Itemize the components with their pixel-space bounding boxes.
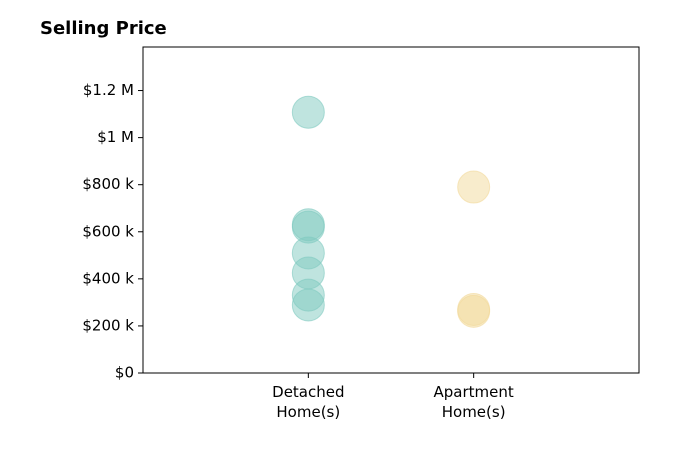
plot-frame [142, 46, 640, 374]
y-tick-label: $1 M [97, 128, 134, 146]
y-tick-label: $600 k [82, 222, 134, 240]
x-tick-label: Apartment Home(s) [433, 383, 514, 421]
point [291, 95, 325, 129]
x-tick-label: Detached Home(s) [272, 383, 345, 421]
y-tick-label: $200 k [82, 316, 134, 334]
y-tick-label: $800 k [82, 175, 134, 193]
y-tick-label: $0 [115, 364, 134, 382]
y-tick-label: $400 k [82, 269, 134, 287]
point [457, 170, 491, 204]
y-tick-label: $1.2 M [83, 81, 134, 99]
point [457, 294, 491, 328]
chart-title: Selling Price [40, 18, 167, 39]
point [291, 288, 325, 322]
